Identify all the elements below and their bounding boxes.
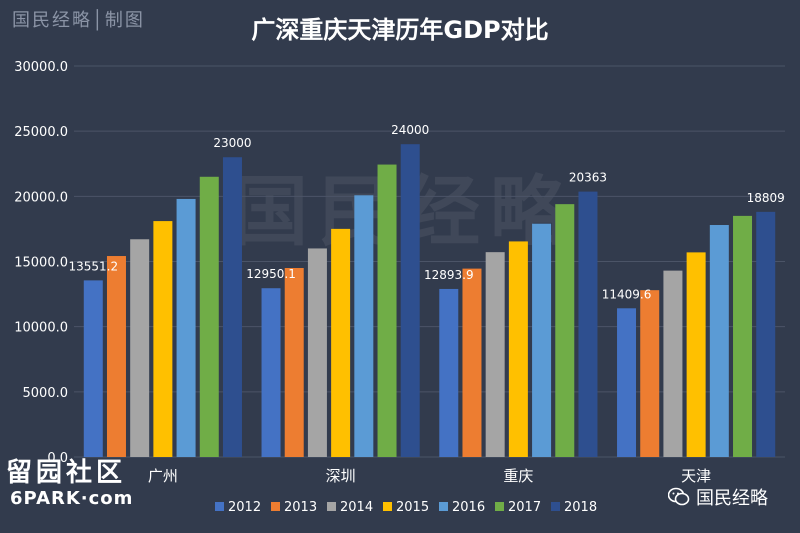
bar — [130, 239, 150, 457]
data-label: 18809 — [747, 191, 785, 205]
y-axis-ticks: 0.0 5000.0 10000.0 15000.0 20000.0 25000.0 300… — [14, 60, 68, 466]
legend-label: 2018 — [564, 500, 597, 515]
legend: 2012 2013 2014 2015 2016 2017 2018 — [215, 500, 597, 515]
bar — [756, 211, 776, 457]
bar — [617, 308, 637, 457]
legend-swatch — [439, 502, 448, 511]
data-label: 12893.9 — [424, 268, 474, 282]
x-tick-label: 广州 — [148, 467, 178, 485]
data-label: 20363 — [569, 171, 607, 185]
legend-label: 2013 — [284, 500, 317, 515]
legend-label: 2014 — [340, 500, 373, 515]
legend-label: 2012 — [228, 500, 261, 515]
wechat-badge: 国民经略 — [668, 484, 768, 510]
wechat-icon — [668, 487, 690, 506]
legend-swatch — [215, 502, 224, 511]
x-axis-labels: 广州 深圳 重庆 天津 — [148, 467, 711, 485]
data-label: 13551.2 — [68, 259, 118, 273]
data-label: 24000 — [391, 123, 429, 137]
data-label: 11409.6 — [602, 287, 652, 301]
bar — [307, 248, 327, 457]
bar — [462, 268, 482, 457]
data-label: 23000 — [213, 136, 251, 150]
brand-bottom-en: 6PARK·com — [10, 488, 134, 509]
bar — [83, 280, 103, 457]
y-tick-label: 5000.0 — [23, 386, 69, 401]
data-label: 12950.1 — [246, 267, 296, 281]
y-tick-label: 20000.0 — [14, 190, 68, 205]
bar — [439, 288, 459, 457]
bar — [733, 215, 753, 457]
bar — [532, 223, 552, 457]
brand-bottom-cn: 留园社区 — [6, 458, 127, 488]
bar — [508, 241, 528, 457]
legend-label: 2017 — [508, 500, 541, 515]
bar — [663, 270, 683, 457]
y-tick-label: 10000.0 — [14, 321, 68, 336]
legend-swatch — [383, 502, 392, 511]
bar — [284, 268, 304, 457]
data-labels: 13551.2 23000 12950.1 24000 12893.9 20363 1140… — [68, 123, 784, 301]
bar — [261, 288, 281, 457]
bar — [400, 144, 420, 457]
x-tick-label: 天津 — [681, 467, 711, 485]
x-tick-label: 重庆 — [503, 467, 533, 485]
bar — [578, 191, 598, 457]
legend-swatch — [495, 502, 504, 511]
bar — [686, 252, 706, 457]
x-tick-label: 深圳 — [326, 467, 356, 485]
bar — [555, 204, 575, 457]
bar — [377, 164, 397, 458]
bar-marks — [83, 144, 776, 458]
bar — [222, 157, 242, 457]
bar — [709, 225, 729, 457]
bar — [354, 195, 374, 457]
legend-swatch — [551, 502, 560, 511]
bar — [106, 256, 126, 457]
legend-label: 2016 — [452, 500, 485, 515]
y-tick-label: 30000.0 — [14, 60, 68, 75]
y-tick-label: 0.0 — [47, 451, 68, 466]
y-tick-label: 15000.0 — [14, 256, 68, 271]
legend-swatch — [271, 502, 280, 511]
bar — [640, 290, 660, 457]
legend-label: 2015 — [396, 500, 429, 515]
bar — [153, 221, 173, 457]
brand-top-label: 国民经略│制图 — [12, 10, 145, 31]
wechat-label: 国民经略 — [696, 488, 768, 509]
legend-swatch — [327, 502, 336, 511]
bar — [331, 228, 351, 457]
brand-bottom: 留园社区 6PARK·com — [6, 458, 133, 510]
bar — [176, 198, 196, 457]
y-tick-label: 25000.0 — [14, 125, 68, 140]
chart-title: 广深重庆天津历年GDP对比 — [251, 16, 548, 44]
bar — [485, 252, 505, 457]
bar — [199, 176, 219, 458]
